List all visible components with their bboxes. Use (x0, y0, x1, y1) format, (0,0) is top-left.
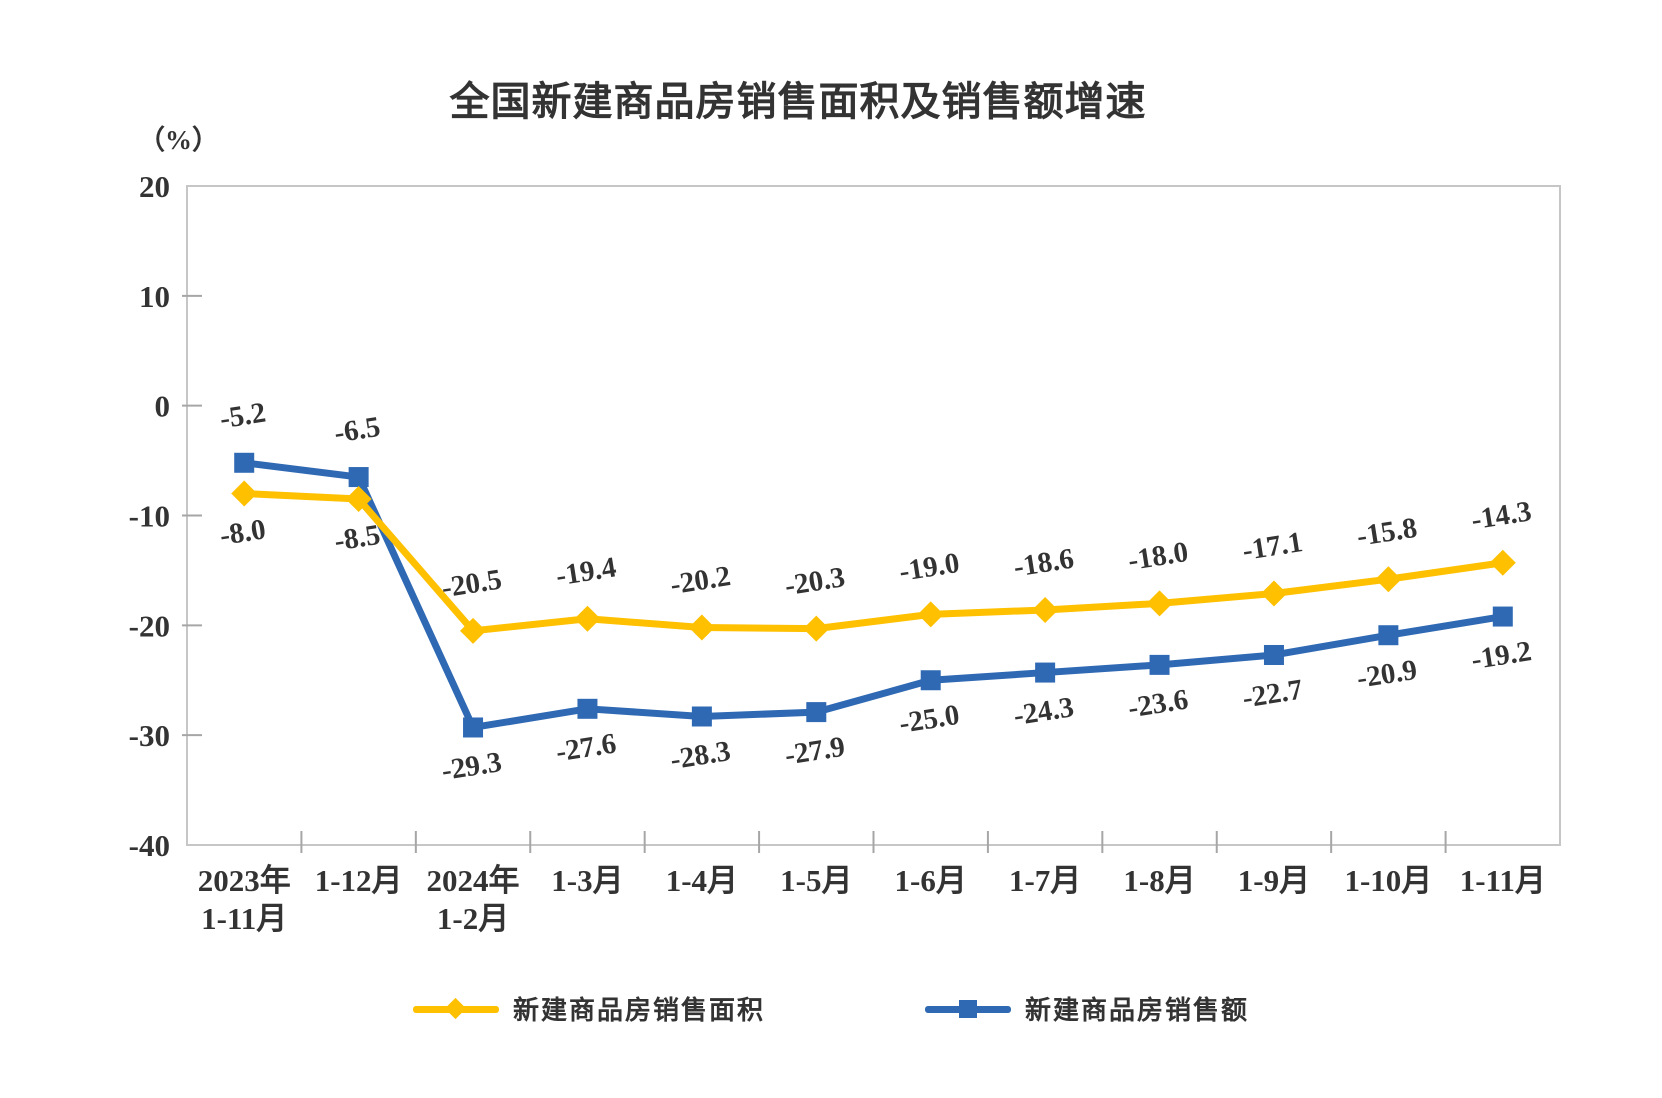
y-axis-tick-label: -40 (129, 828, 170, 863)
data-label: -18.0 (1126, 536, 1191, 577)
diamond-marker-icon (444, 997, 467, 1019)
square-marker-icon (577, 698, 598, 719)
square-marker-icon (920, 670, 941, 691)
data-label: -18.6 (1011, 543, 1076, 584)
data-label: -27.6 (554, 727, 619, 768)
x-axis-tick-label: 1-12月 (315, 863, 403, 898)
diamond-marker-icon (460, 617, 487, 644)
x-axis-tick-label: 1-7月 (1009, 863, 1081, 898)
x-axis-tick-label: 1-11月 (201, 901, 287, 936)
data-label: -29.3 (439, 746, 504, 787)
data-label: -20.9 (1355, 654, 1420, 695)
data-label: -17.1 (1240, 526, 1305, 567)
sales-area-series-swatch-icon (412, 997, 499, 1020)
square-marker-icon (959, 999, 977, 1018)
y-axis-unit-label: （%） (138, 125, 219, 155)
data-label: -19.4 (554, 551, 619, 592)
x-axis-tick-label: 1-2月 (437, 901, 509, 936)
diamond-marker-icon (574, 605, 601, 632)
series-line-0 (244, 490, 1504, 635)
square-marker-icon (1492, 606, 1513, 627)
data-label: -22.7 (1240, 674, 1305, 715)
legend-item-sales-amount: 新建商品房销售额 (925, 990, 1249, 1027)
diamond-marker-icon (688, 614, 715, 641)
x-axis-tick-label: 1-4月 (666, 863, 738, 898)
square-marker-icon (234, 452, 255, 473)
diamond-marker-icon (1260, 580, 1287, 607)
x-axis-tick-label: 1-11月 (1460, 863, 1546, 898)
square-marker-icon (1149, 654, 1170, 675)
chart-title: 全国新建商品房销售面积及销售额增速 (449, 79, 1147, 124)
y-axis-tick-label: 20 (139, 169, 170, 204)
legend-label-sales-area: 新建商品房销售面积 (512, 996, 765, 1025)
data-label: -19.0 (897, 547, 962, 588)
diamond-marker-icon (1489, 549, 1516, 576)
sales-amount-series-swatch-icon (925, 998, 1011, 1020)
square-marker-icon (806, 702, 827, 723)
y-axis-tick-label: 0 (155, 389, 171, 424)
data-label: -20.2 (668, 560, 733, 601)
y-axis-tick-label: -30 (129, 718, 170, 753)
diamond-marker-icon (803, 615, 830, 642)
x-axis-tick-label: 1-3月 (551, 863, 623, 898)
x-axis-tick-label: 1-9月 (1238, 863, 1310, 898)
x-axis-tick-label: 1-10月 (1344, 863, 1432, 898)
diamond-marker-icon (1146, 590, 1173, 617)
x-axis-tick-label: 2023年 (198, 863, 291, 898)
diamond-marker-icon (1032, 596, 1059, 623)
series-line-1 (243, 459, 1504, 731)
y-axis-tick-label: -20 (129, 608, 170, 643)
data-label: -28.3 (668, 735, 733, 776)
data-label: -20.5 (439, 563, 504, 604)
x-axis-tick-label: 1-6月 (895, 863, 967, 898)
legend-item-sales-area: 新建商品房销售面积 (412, 990, 765, 1027)
data-label: -14.3 (1469, 495, 1534, 536)
legend-label-sales-amount: 新建商品房销售额 (1025, 996, 1250, 1025)
data-label: -6.5 (332, 411, 382, 450)
data-label: -5.2 (218, 396, 268, 435)
x-axis-tick-label: 2024年 (427, 863, 520, 898)
diamond-marker-icon (1375, 566, 1402, 593)
data-label: -8.5 (332, 519, 382, 558)
diamond-marker-icon (231, 480, 258, 507)
data-label: -25.0 (897, 699, 962, 740)
plot-border (186, 185, 1561, 846)
y-axis-tick-label: -10 (129, 499, 170, 534)
square-marker-icon (1035, 662, 1056, 683)
data-label: -23.6 (1126, 683, 1191, 724)
data-label: -20.3 (783, 561, 848, 602)
square-marker-icon (691, 706, 712, 727)
diamond-marker-icon (345, 486, 372, 513)
data-label: -27.9 (783, 731, 848, 772)
data-label: -8.0 (218, 513, 268, 552)
square-marker-icon (1378, 625, 1399, 646)
square-marker-icon (463, 717, 484, 738)
diamond-marker-icon (917, 601, 944, 628)
data-label: -19.2 (1469, 635, 1534, 676)
data-label: -24.3 (1011, 691, 1076, 732)
chart-legend: 新建商品房销售面积 新建商品房销售额 (0, 990, 1662, 1027)
square-marker-icon (1263, 644, 1284, 665)
square-marker-icon (348, 467, 369, 488)
x-axis-tick-label: 1-5月 (780, 863, 852, 898)
data-label: -15.8 (1355, 512, 1420, 553)
y-axis-tick-label: 10 (139, 279, 170, 314)
x-axis-tick-label: 1-8月 (1123, 863, 1195, 898)
